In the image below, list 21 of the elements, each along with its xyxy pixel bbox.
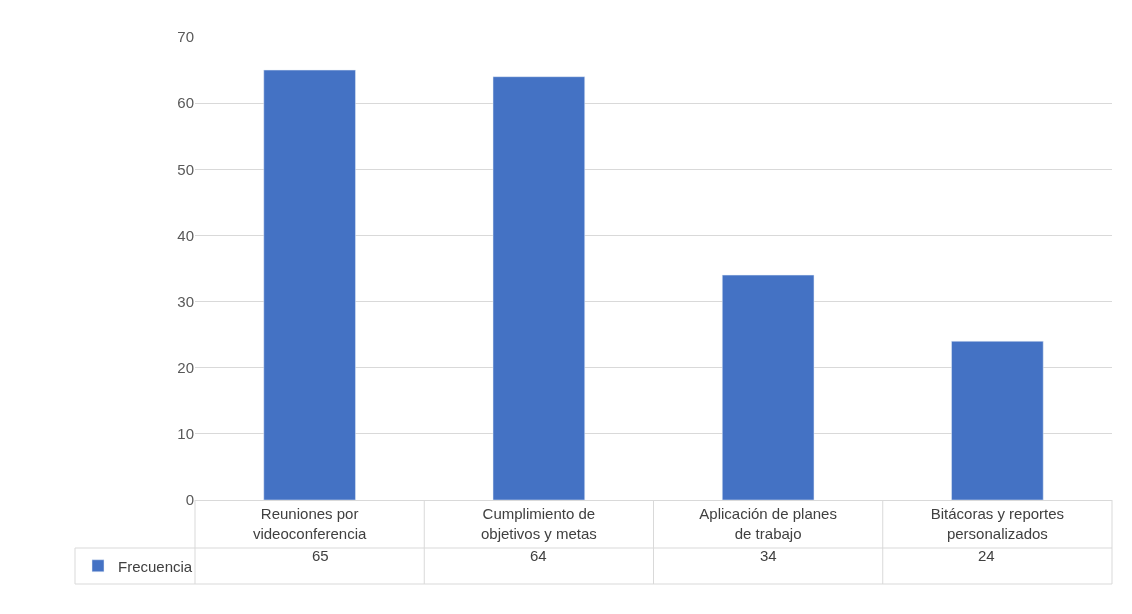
y-tick-label: 60 <box>177 94 194 112</box>
data-label: 64 <box>530 547 547 564</box>
x-tick-label: Bitácoras y reportes personalizados <box>930 505 1065 542</box>
y-tick-label: 0 <box>185 491 194 509</box>
data-label: 34 <box>760 547 777 564</box>
legend-label: Frecuencia <box>118 557 193 575</box>
y-tick-label: 30 <box>177 292 194 310</box>
y-tick-label: 20 <box>177 358 194 376</box>
x-tick-label: Aplicación de planes de trabajo <box>699 505 837 542</box>
bar <box>951 341 1044 500</box>
bar <box>492 76 585 500</box>
data-label: 24 <box>978 547 995 564</box>
x-tick-label: Cumplimiento de objetivos y metas <box>480 505 597 542</box>
x-tick-label: Reuniones por videoconferencia <box>252 505 367 542</box>
y-tick-label: 70 <box>177 28 194 46</box>
y-tick-label: 40 <box>177 226 194 244</box>
y-tick-label: 10 <box>177 425 194 443</box>
y-tick-label: 50 <box>177 160 194 178</box>
data-label: 65 <box>312 547 329 564</box>
bar <box>722 274 815 500</box>
bar <box>263 69 356 500</box>
